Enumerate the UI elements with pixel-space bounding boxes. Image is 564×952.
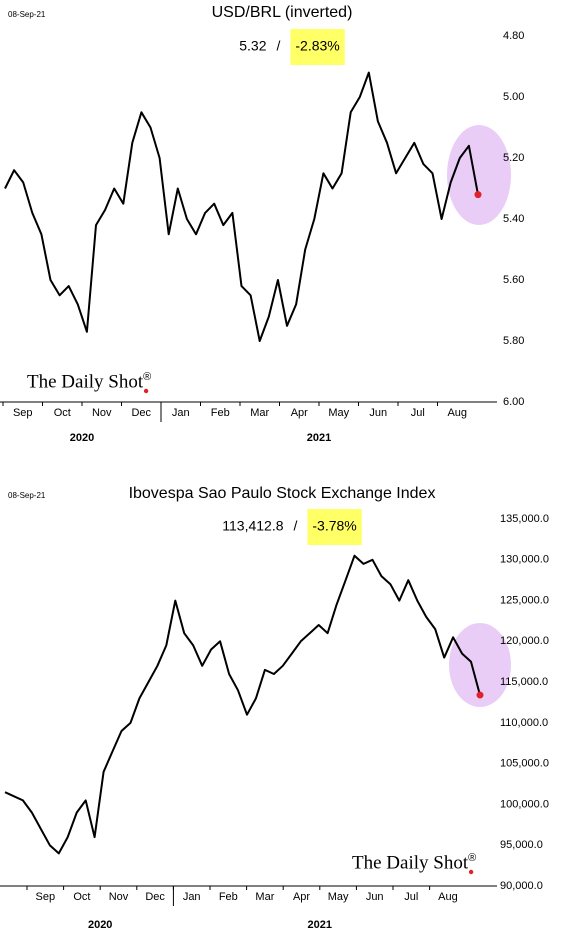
x-tick-label: May (328, 407, 349, 419)
highlight-circle (449, 623, 511, 707)
x-tick-label: Dec (145, 891, 165, 903)
last-value: 113,412.8 (222, 518, 283, 534)
year-label: 2020 (70, 432, 94, 444)
source-logo: The Daily Shot (352, 852, 469, 873)
highlight-circle (447, 125, 511, 225)
y-tick-label: 5.40 (503, 213, 524, 225)
x-tick-label: Jan (172, 407, 190, 419)
x-tick-label: Jun (369, 407, 387, 419)
x-tick-label: Sep (13, 407, 33, 419)
x-tick-label: Aug (447, 407, 467, 419)
year-label: 2021 (307, 432, 331, 444)
y-tick-label: 90,000.0 (500, 880, 543, 892)
x-tick-label: Nov (109, 891, 129, 903)
x-tick-label: Oct (54, 407, 71, 419)
y-tick-label: 100,000.0 (500, 798, 549, 810)
x-tick-label: Jul (411, 407, 425, 419)
chart-title: USD/BRL (inverted) (212, 4, 353, 21)
y-tick-label: 120,000.0 (500, 635, 549, 647)
separator: / (294, 518, 298, 534)
x-tick-label: Mar (255, 891, 274, 903)
x-tick-label: Apr (291, 407, 308, 419)
x-tick-label: Feb (219, 891, 238, 903)
y-tick-label: 115,000.0 (500, 676, 548, 688)
y-tick-label: 130,000.0 (500, 554, 549, 566)
year-label: 2021 (308, 919, 332, 931)
x-tick-label: Jan (183, 891, 201, 903)
x-tick-label: Jul (404, 891, 418, 903)
x-tick-label: Dec (131, 407, 151, 419)
logo-dot (143, 388, 149, 394)
x-tick-label: Oct (73, 891, 90, 903)
headline: 113,412.8 / -3.78% (222, 509, 362, 545)
y-tick-label: 105,000.0 (500, 758, 549, 770)
y-tick-label: 5.00 (503, 91, 524, 103)
x-tick-label: Sep (36, 891, 56, 903)
last-point (476, 691, 484, 699)
x-tick-label: Jun (366, 891, 384, 903)
y-tick-label: 95,000.0 (500, 839, 543, 851)
chart-title: Ibovespa Sao Paulo Stock Exchange Index (129, 485, 436, 502)
separator: / (277, 38, 281, 54)
source-mark: ® (143, 371, 151, 383)
change-highlight (307, 509, 362, 545)
x-tick-label: Mar (250, 407, 269, 419)
date-label: 08-Sep-21 (8, 10, 46, 19)
x-tick-label: Nov (92, 407, 112, 419)
year-label: 2020 (88, 919, 112, 931)
price-line (4, 554, 481, 855)
y-tick-label: 4.80 (503, 30, 524, 42)
y-tick-label: 125,000.0 (500, 594, 549, 606)
last-value: 5.32 (239, 38, 266, 54)
change-label: -2.83% (295, 38, 339, 54)
price-line (4, 71, 479, 342)
y-tick-label: 135,000.0 (500, 513, 549, 525)
x-tick-label: Feb (211, 407, 230, 419)
y-tick-label: 6.00 (503, 396, 524, 408)
source-logo: The Daily Shot (27, 371, 144, 392)
change-label: -3.78% (312, 518, 356, 534)
headline: 5.32 / -2.83% (239, 29, 345, 65)
logo-dot (468, 869, 474, 875)
y-tick-label: 5.80 (503, 335, 524, 347)
date-label: 08-Sep-21 (8, 491, 46, 500)
last-point (474, 191, 482, 199)
x-tick-label: Apr (293, 891, 310, 903)
change-highlight (290, 29, 345, 65)
y-tick-label: 5.20 (503, 152, 524, 164)
source-mark: ® (468, 852, 476, 864)
y-tick-label: 110,000.0 (500, 717, 548, 729)
x-tick-label: Aug (438, 891, 458, 903)
x-tick-label: May (328, 891, 349, 903)
y-tick-label: 5.60 (503, 274, 524, 286)
